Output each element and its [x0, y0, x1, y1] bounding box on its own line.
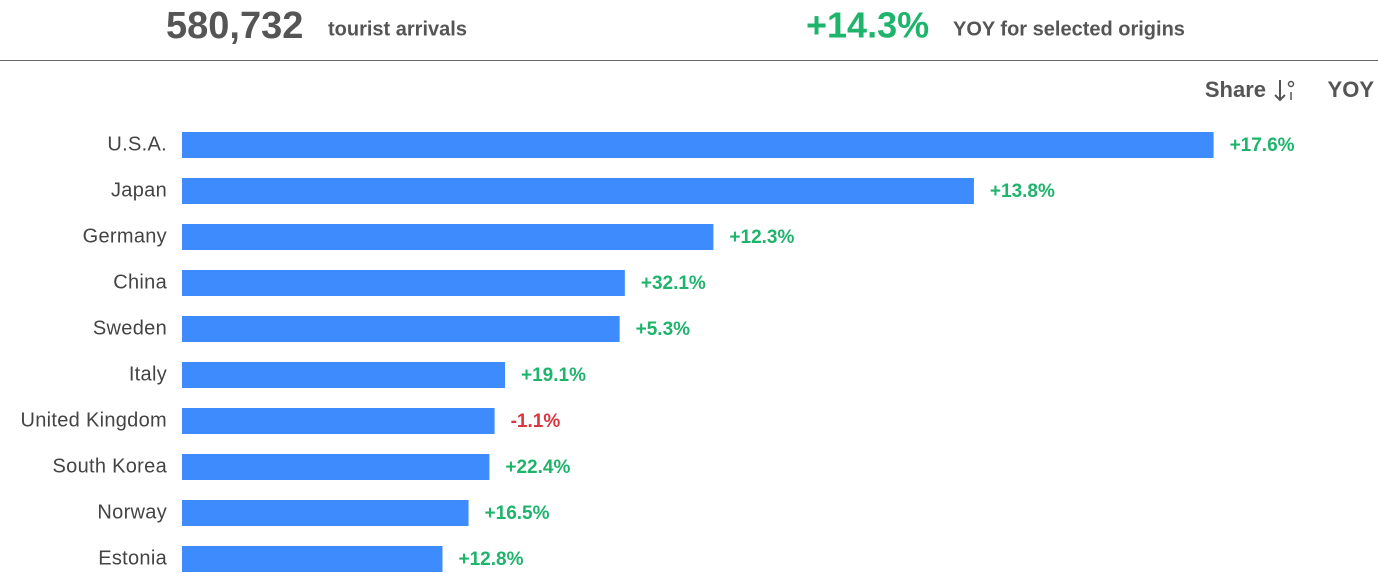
yoy-label: +16.5%: [485, 503, 550, 524]
share-bar: [182, 362, 506, 388]
share-bar: [182, 316, 620, 342]
category-label: Italy: [129, 363, 167, 385]
category-label: U.S.A.: [107, 133, 167, 155]
yoy-total: +14.3%: [806, 5, 929, 46]
share-bar: [182, 224, 714, 250]
share-bar: [182, 408, 495, 434]
yoy-label: +17.6%: [1230, 135, 1295, 156]
category-label: China: [113, 271, 167, 293]
category-label: Norway: [97, 501, 167, 523]
yoy-column-header[interactable]: YOY: [1328, 77, 1375, 102]
yoy-total-label: YOY for selected origins: [953, 18, 1185, 40]
sort-icon[interactable]: [1274, 80, 1295, 102]
yoy-label: +12.3%: [729, 227, 794, 248]
total-label: tourist arrivals: [328, 18, 467, 40]
yoy-label: +12.8%: [459, 549, 524, 570]
category-label: Germany: [83, 225, 167, 247]
share-bar: [182, 178, 974, 204]
total-arrivals: 580,732: [166, 5, 303, 47]
share-bar: [182, 454, 490, 480]
yoy-label: -1.1%: [511, 411, 561, 432]
yoy-label: +22.4%: [505, 457, 570, 478]
share-bar: [182, 500, 469, 526]
category-label: South Korea: [53, 455, 168, 477]
share-column-header[interactable]: Share: [1205, 77, 1266, 102]
yoy-label: +13.8%: [990, 181, 1055, 202]
category-label: Japan: [111, 179, 167, 201]
category-label: Estonia: [98, 547, 167, 569]
yoy-label: +19.1%: [521, 365, 586, 386]
yoy-label: +32.1%: [641, 273, 706, 294]
category-label: Sweden: [93, 317, 167, 339]
share-bar: [182, 270, 625, 296]
category-label: United Kingdom: [20, 409, 167, 431]
share-bar: [182, 546, 443, 572]
share-bar: [182, 132, 1214, 158]
yoy-label: +5.3%: [636, 319, 691, 340]
